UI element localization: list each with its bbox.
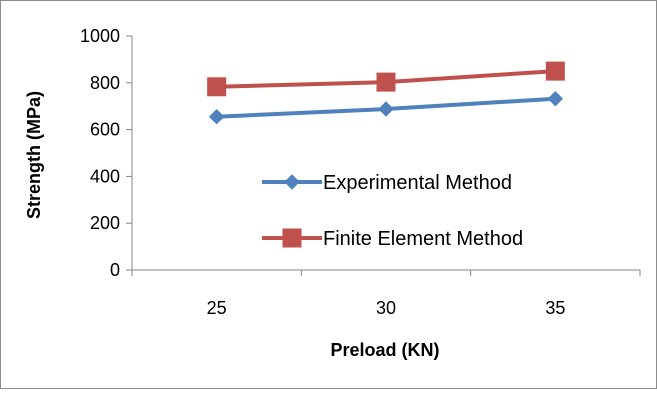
legend-swatch-marker	[282, 228, 302, 248]
data-point	[208, 109, 225, 125]
y-tick-label: 400	[90, 166, 120, 186]
x-tick-label: 35	[545, 298, 565, 318]
series-2	[207, 61, 565, 97]
y-tick-label: 800	[90, 73, 120, 93]
x-axis: 25 30 35	[131, 269, 641, 318]
y-tick-label: 200	[90, 213, 120, 233]
x-tick-label: 30	[376, 298, 396, 318]
data-point	[378, 101, 394, 117]
y-axis: 0 200 400 600 800 1000	[80, 26, 133, 280]
legend-item: Finite Element Method	[262, 228, 523, 250]
data-point	[547, 91, 564, 107]
y-tick-label: 600	[90, 120, 120, 140]
legend-item: Experimental Method	[262, 172, 512, 194]
y-tick-label: 0	[110, 260, 120, 280]
series-1	[208, 91, 564, 125]
y-tick-label: 1000	[80, 26, 120, 46]
legend-label: Experimental Method	[323, 172, 512, 194]
x-tick-label: 25	[207, 298, 227, 318]
data-point	[545, 61, 565, 81]
data-point	[376, 72, 396, 92]
legend-label: Finite Element Method	[323, 228, 523, 250]
data-point	[207, 77, 227, 97]
x-axis-title: Preload (KN)	[330, 340, 439, 360]
series-layer	[207, 61, 565, 125]
legend: Experimental Method Finite Element Method	[262, 172, 523, 250]
y-axis-title: Strength (MPa)	[24, 91, 44, 219]
legend-swatch-marker	[284, 174, 300, 190]
